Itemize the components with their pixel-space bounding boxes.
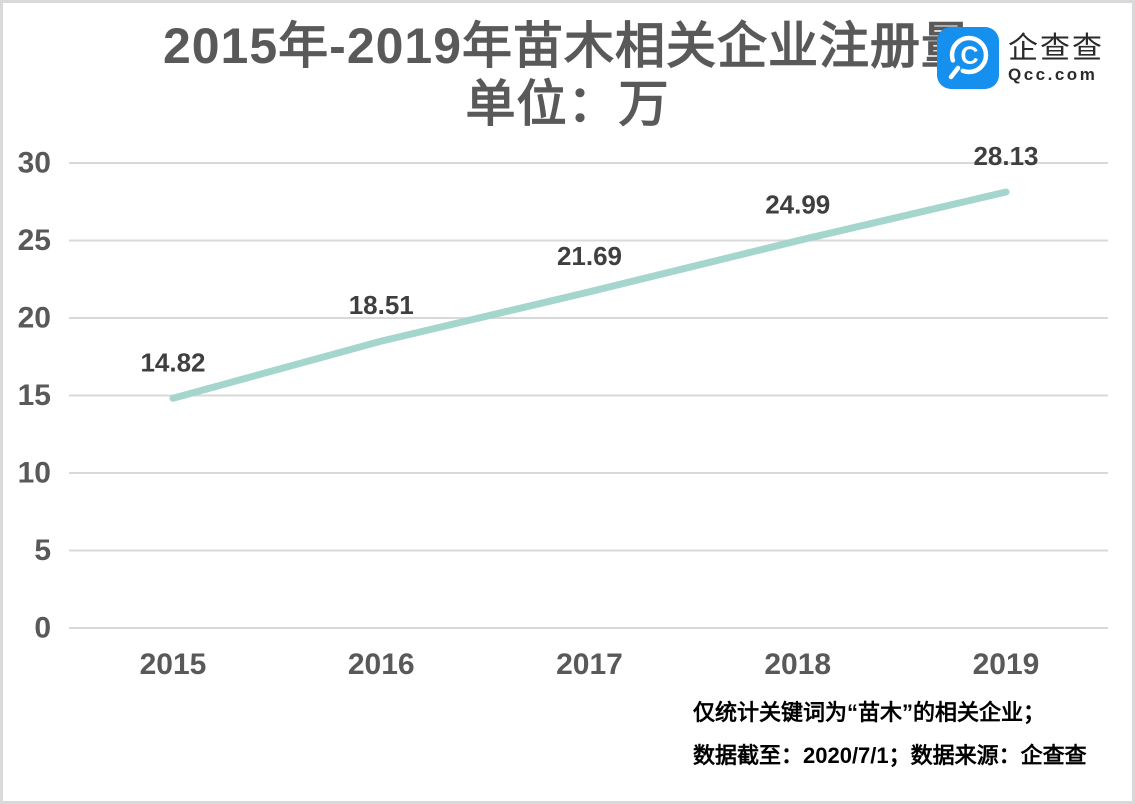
- qcc-logo: C 企查查 Qcc.com: [937, 27, 1104, 89]
- y-tick-label: 15: [18, 379, 51, 412]
- qcc-logo-icon: C: [937, 27, 999, 89]
- qcc-logo-text: 企查查 Qcc.com: [1008, 32, 1104, 85]
- y-tick-label: 0: [34, 612, 51, 645]
- chart-subtitle: 单位：万: [465, 76, 670, 132]
- chart-footnotes: 仅统计关键词为“苗木”的相关企业； 数据截至：2020/7/1；数据来源：企查查: [693, 691, 1087, 777]
- data-label: 14.82: [140, 347, 205, 377]
- y-tick-label: 20: [18, 302, 51, 335]
- logo-domain: Qcc.com: [1008, 64, 1098, 84]
- y-tick-label: 5: [34, 534, 51, 567]
- x-tick-label: 2017: [556, 648, 623, 681]
- x-tick-label: 2019: [973, 648, 1040, 681]
- logo-brand-name: 企查查: [1008, 31, 1104, 65]
- magnifier-c-glyph: C: [960, 42, 978, 70]
- magnifier-ring-icon: [949, 35, 989, 75]
- magnifier-handle-icon: [948, 65, 961, 80]
- x-tick-label: 2015: [140, 648, 207, 681]
- y-tick-label: 25: [18, 224, 51, 257]
- trend-line: [169, 188, 1010, 402]
- data-label: 18.51: [349, 290, 414, 320]
- x-tick-label: 2018: [764, 648, 831, 681]
- y-tick-label: 30: [18, 147, 51, 180]
- data-label: 21.69: [557, 241, 622, 271]
- line-chart: 0 5 10 15 20 25 30 2015 2016 2017 2018 2019 14.82 18.…: [18, 141, 1108, 681]
- x-tick-label: 2016: [348, 648, 415, 681]
- footnote-line-1: 仅统计关键词为“苗木”的相关企业；: [693, 700, 1046, 725]
- data-label: 24.99: [765, 190, 830, 220]
- data-label: 28.13: [973, 141, 1038, 171]
- footnote-line-2: 数据截至：2020/7/1；数据来源：企查查: [693, 743, 1087, 768]
- y-tick-label: 10: [18, 457, 51, 490]
- chart-title-block: 2015年-2019年苗木相关企业注册量 单位：万: [3, 17, 1132, 133]
- chart-title: 2015年-2019年苗木相关企业注册量: [162, 18, 973, 74]
